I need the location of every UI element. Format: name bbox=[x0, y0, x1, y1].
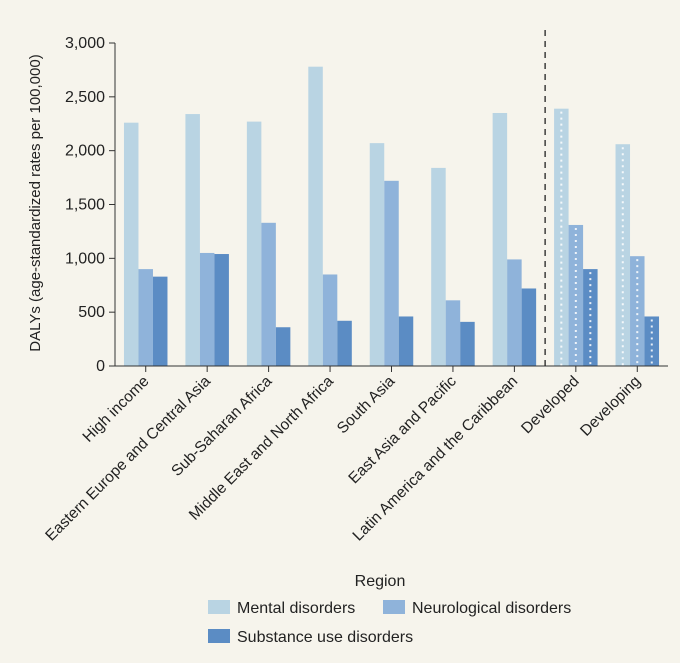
legend-label-mental-disorders: Mental disorders bbox=[237, 600, 355, 617]
legend-swatch-neurological-disorders bbox=[383, 600, 405, 614]
legend-swatch-substance-use-disorders bbox=[208, 629, 230, 643]
bar-neurological-disorders-east-asia-and-pacific bbox=[445, 300, 461, 366]
bar-mental-disorders-south-asia bbox=[369, 143, 385, 366]
y-tick-label: 1,000 bbox=[65, 250, 105, 267]
y-axis-label: DALYs (age-standardized rates per 100,00… bbox=[27, 54, 44, 351]
legend-label-neurological-disorders: Neurological disorders bbox=[412, 600, 571, 617]
bar-substance-use-disorders-eastern-europe-and-central-asia bbox=[214, 254, 229, 366]
y-ticks: 0 500 1,000 1,500 2,000 2,500 3,000 bbox=[65, 35, 115, 375]
bar-neurological-disorders-high-income bbox=[138, 269, 153, 366]
x-tick-label: South Asia bbox=[334, 373, 399, 438]
bar-neurological-disorders-sub-saharan-africa bbox=[261, 222, 276, 366]
bar-substance-use-disorders-high-income bbox=[152, 276, 168, 366]
bar-mental-disorders-middle-east-and-north-africa bbox=[308, 66, 323, 366]
x-tick-label: East Asia and Pacific bbox=[345, 373, 460, 488]
bars-group bbox=[123, 66, 660, 366]
bar-substance-use-disorders-sub-saharan-africa bbox=[275, 327, 291, 366]
bar-mental-disorders-developed bbox=[554, 108, 569, 366]
y-tick-label: 3,000 bbox=[65, 35, 105, 52]
bar-substance-use-disorders-developing bbox=[644, 316, 660, 366]
bar-substance-use-disorders-developed bbox=[583, 269, 598, 366]
legend: Mental disorders Neurological disorders Su… bbox=[208, 600, 571, 646]
bar-substance-use-disorders-east-asia-and-pacific bbox=[460, 321, 475, 366]
y-tick-label: 0 bbox=[96, 358, 105, 375]
y-tick-label: 2,000 bbox=[65, 143, 105, 160]
x-tick-label: Developing bbox=[577, 373, 644, 440]
x-tick-label: Sub-Saharan Africa bbox=[168, 373, 275, 480]
legend-swatch-mental-disorders bbox=[208, 600, 230, 614]
x-tick-label: Developed bbox=[518, 373, 582, 437]
bar-mental-disorders-east-asia-and-pacific bbox=[431, 167, 446, 366]
bar-mental-disorders-latin-america-and-the-caribbean bbox=[492, 112, 508, 366]
y-tick-label: 2,500 bbox=[65, 89, 105, 106]
legend-label-substance-use-disorders: Substance use disorders bbox=[237, 629, 413, 646]
bar-neurological-disorders-middle-east-and-north-africa bbox=[322, 274, 338, 366]
bar-mental-disorders-eastern-europe-and-central-asia bbox=[185, 114, 200, 366]
y-tick-label: 500 bbox=[78, 304, 105, 321]
bar-neurological-disorders-latin-america-and-the-caribbean bbox=[507, 259, 522, 366]
bar-mental-disorders-high-income bbox=[123, 122, 139, 366]
bar-substance-use-disorders-south-asia bbox=[398, 316, 414, 366]
bar-neurological-disorders-eastern-europe-and-central-asia bbox=[199, 252, 215, 366]
bar-mental-disorders-sub-saharan-africa bbox=[246, 121, 262, 366]
bar-neurological-disorders-developing bbox=[630, 256, 645, 366]
bar-neurological-disorders-south-asia bbox=[384, 180, 399, 366]
bar-mental-disorders-developing bbox=[615, 144, 631, 366]
y-tick-label: 1,500 bbox=[65, 197, 105, 214]
bar-substance-use-disorders-latin-america-and-the-caribbean bbox=[521, 288, 537, 366]
x-axis-label: Region bbox=[355, 573, 406, 590]
bar-substance-use-disorders-middle-east-and-north-africa bbox=[337, 320, 352, 366]
